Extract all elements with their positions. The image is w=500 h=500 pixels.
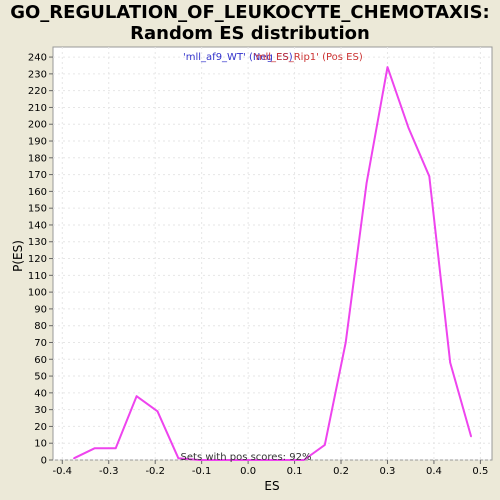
data-point xyxy=(449,361,451,364)
x-tick-label: 0.5 xyxy=(472,466,488,477)
x-tick-label: -0.3 xyxy=(99,466,119,477)
x-axis-label: ES xyxy=(264,479,279,493)
y-tick-label: 50 xyxy=(34,372,47,383)
y-tick-label: 190 xyxy=(28,137,47,148)
y-tick-label: 210 xyxy=(28,103,47,114)
y-tick-label: 80 xyxy=(34,321,47,332)
axes: 0 10 20 30 40 50 60 70 80 90 100 110 120 130 140 150 160… xyxy=(28,53,488,477)
y-tick-label: 0 xyxy=(41,456,47,467)
data-point xyxy=(365,182,368,184)
data-point xyxy=(219,459,222,461)
y-tick-label: 100 xyxy=(28,288,47,299)
y-tick-label: 200 xyxy=(28,120,47,131)
data-point xyxy=(73,457,75,460)
x-tick-label: 0.4 xyxy=(426,466,442,477)
chart-title-line1: GO_REGULATION_OF_LEUKOCYTE_CHEMOTAXIS: xyxy=(10,2,490,23)
y-tick-label: 140 xyxy=(28,220,47,231)
y-tick-label: 20 xyxy=(34,422,47,433)
data-point xyxy=(177,457,180,460)
x-tick-label: 0.3 xyxy=(380,466,396,477)
x-tick-label: -0.2 xyxy=(145,466,165,477)
x-tick-label: 0.0 xyxy=(240,466,256,477)
x-tick-label: 0.1 xyxy=(287,466,303,477)
y-tick-label: 70 xyxy=(34,338,47,349)
data-point xyxy=(114,447,117,450)
data-point xyxy=(386,66,389,68)
es-distribution-line xyxy=(73,66,473,461)
x-tick-label: 0.2 xyxy=(333,466,349,477)
y-tick-label: 30 xyxy=(34,405,47,416)
data-point xyxy=(323,444,326,446)
data-point xyxy=(94,447,96,450)
grid-lines xyxy=(53,47,492,461)
legend-pos-es: 'mll_ES_Rip1' (Pos ES) xyxy=(253,52,363,63)
y-tick-label: 110 xyxy=(28,271,47,282)
y-tick-label: 230 xyxy=(28,69,47,80)
y-tick-label: 40 xyxy=(34,388,47,399)
y-tick-label: 10 xyxy=(34,439,47,450)
data-point xyxy=(407,126,410,129)
y-tick-label: 150 xyxy=(28,204,47,215)
x-tick-label: -0.4 xyxy=(53,466,73,477)
y-axis-label: P(ES) xyxy=(11,240,25,272)
data-point xyxy=(344,341,347,344)
data-point xyxy=(156,410,159,413)
y-tick-label: 180 xyxy=(28,153,47,164)
x-tick-label: -0.1 xyxy=(192,466,212,477)
series-layer xyxy=(73,66,473,461)
data-point xyxy=(303,459,305,461)
data-point xyxy=(198,459,201,461)
y-tick-label: 240 xyxy=(28,53,47,64)
y-tick-label: 170 xyxy=(28,170,47,181)
chart-title: GO_REGULATION_OF_LEUKOCYTE_CHEMOTAXIS: R… xyxy=(0,2,500,44)
data-point xyxy=(470,435,472,438)
y-tick-label: 130 xyxy=(28,237,47,248)
chart-title-line2: Random ES distribution xyxy=(130,23,370,44)
plot-area xyxy=(52,46,493,461)
y-tick-label: 120 xyxy=(28,254,47,265)
legend-neg-es: 'mll_af9_WT' (Neg ES) xyxy=(183,52,293,63)
data-point xyxy=(240,459,242,461)
pos-scores-annotation: Sets with pos scores: 92% xyxy=(181,452,312,463)
y-tick-label: 90 xyxy=(34,304,47,315)
y-tick-label: 160 xyxy=(28,187,47,198)
data-point xyxy=(135,395,138,398)
data-point xyxy=(261,459,263,461)
y-tick-label: 220 xyxy=(28,86,47,97)
data-point xyxy=(282,459,284,461)
data-point xyxy=(428,175,431,178)
y-tick-label: 60 xyxy=(34,355,47,366)
